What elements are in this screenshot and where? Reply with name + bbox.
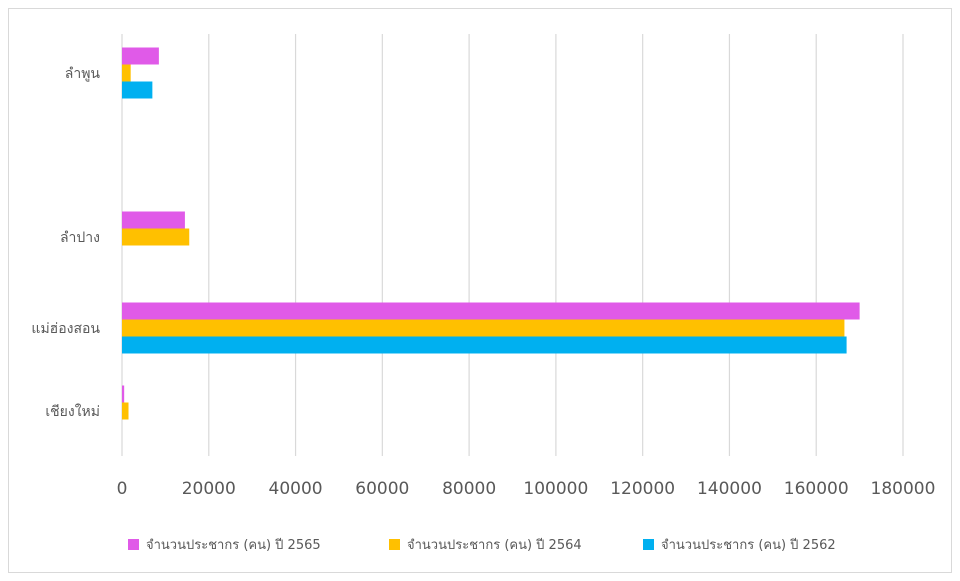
legend-swatch-0 (128, 539, 139, 550)
bar-2-0 (122, 302, 860, 320)
x-tick-label-5: 100000 (523, 479, 588, 499)
x-tick-label-8: 160000 (784, 479, 849, 499)
bar-1-0 (122, 211, 185, 229)
legend-label-0: จำนวนประชากร (คน) ปี 2565 (146, 537, 321, 553)
legend-swatch-2 (643, 539, 654, 550)
x-tick-label-3: 60000 (355, 479, 409, 499)
category-label-2: แม่ฮ่องสอน (31, 321, 100, 337)
bar-0-0 (122, 47, 159, 65)
bar-0-1 (122, 64, 131, 82)
category-label-1: ลำปาง (60, 230, 100, 246)
x-tick-label-0: 0 (117, 479, 128, 499)
legend-swatch-1 (389, 539, 400, 550)
x-tick-label-9: 180000 (871, 479, 936, 499)
bar-3-1 (122, 402, 129, 420)
legend-label-1: จำนวนประชากร (คน) ปี 2564 (407, 537, 582, 553)
bar-1-1 (122, 228, 190, 246)
bar-2-2 (122, 336, 847, 354)
x-tick-label-4: 80000 (442, 479, 496, 499)
bars (122, 47, 860, 420)
x-tick-label-6: 120000 (610, 479, 675, 499)
bar-3-0 (122, 385, 125, 403)
x-tick-label-7: 140000 (697, 479, 762, 499)
x-tick-labels: 0 20000 40000 60000 80000 100000 120000 140000 1… (117, 479, 936, 499)
category-label-3: เชียงใหม่ (45, 403, 100, 420)
legend-label-2: จำนวนประชากร (คน) ปี 2562 (661, 537, 836, 553)
category-label-0: ลำพูน (65, 66, 101, 82)
gridlines (121, 34, 904, 456)
chart-frame (8, 8, 952, 573)
bar-0-2 (122, 81, 153, 99)
x-tick-label-2: 40000 (269, 479, 323, 499)
bar-2-1 (122, 319, 845, 337)
legend: จำนวนประชากร (คน) ปี 2565 จำนวนประชากร (ค… (128, 537, 836, 553)
x-tick-label-1: 20000 (182, 479, 236, 499)
